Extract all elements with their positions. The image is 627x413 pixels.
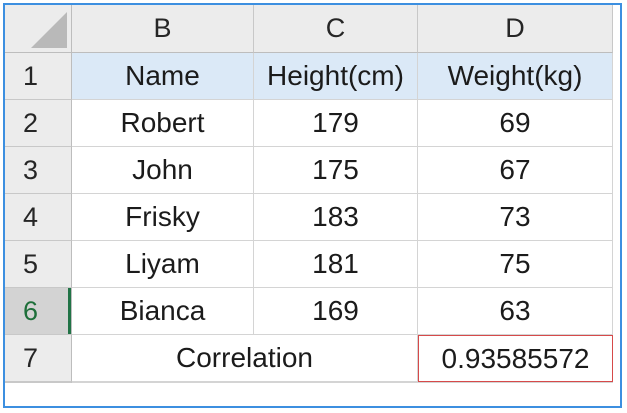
cell-b4[interactable]: Frisky — [72, 194, 254, 241]
row-header-7[interactable]: 7 — [5, 335, 72, 382]
cell-b8[interactable] — [72, 382, 254, 383]
cell-b7-correlation-label[interactable]: Correlation — [72, 335, 418, 382]
cell-d8[interactable] — [418, 382, 613, 383]
cell-b2[interactable]: Robert — [72, 100, 254, 147]
cell-d6[interactable]: 63 — [418, 288, 613, 335]
cell-c3[interactable]: 175 — [254, 147, 418, 194]
column-header-b[interactable]: B — [72, 5, 254, 53]
cell-c2[interactable]: 179 — [254, 100, 418, 147]
select-all-triangle-icon — [31, 12, 67, 48]
column-header-c[interactable]: C — [254, 5, 418, 53]
cell-c4[interactable]: 183 — [254, 194, 418, 241]
row-header-4[interactable]: 4 — [5, 194, 72, 241]
cell-b6[interactable]: Bianca — [72, 288, 254, 335]
cell-d1[interactable]: Weight(kg) — [418, 53, 613, 100]
row-header-1[interactable]: 1 — [5, 53, 72, 100]
select-all-corner[interactable] — [5, 5, 72, 53]
cell-b1[interactable]: Name — [72, 53, 254, 100]
row-header-2[interactable]: 2 — [5, 100, 72, 147]
cell-d2[interactable]: 69 — [418, 100, 613, 147]
row-header-6[interactable]: 6 — [5, 288, 72, 335]
spreadsheet-grid: B C D 1 Name Height(cm) Weight(kg) 2 Rob… — [5, 5, 613, 383]
cell-c5[interactable]: 181 — [254, 241, 418, 288]
cell-c6[interactable]: 169 — [254, 288, 418, 335]
cell-d5[interactable]: 75 — [418, 241, 613, 288]
cell-d3[interactable]: 67 — [418, 147, 613, 194]
row-header-3[interactable]: 3 — [5, 147, 72, 194]
cell-c1[interactable]: Height(cm) — [254, 53, 418, 100]
cell-d4[interactable]: 73 — [418, 194, 613, 241]
row-header-5[interactable]: 5 — [5, 241, 72, 288]
cell-b5[interactable]: Liyam — [72, 241, 254, 288]
row-header-8-partial[interactable] — [5, 382, 72, 383]
cell-c8[interactable] — [254, 382, 418, 383]
cell-d7-correlation-value[interactable]: 0.93585572 — [418, 335, 613, 382]
spreadsheet-frame: B C D 1 Name Height(cm) Weight(kg) 2 Rob… — [3, 3, 622, 408]
cell-b3[interactable]: John — [72, 147, 254, 194]
column-header-d[interactable]: D — [418, 5, 613, 53]
